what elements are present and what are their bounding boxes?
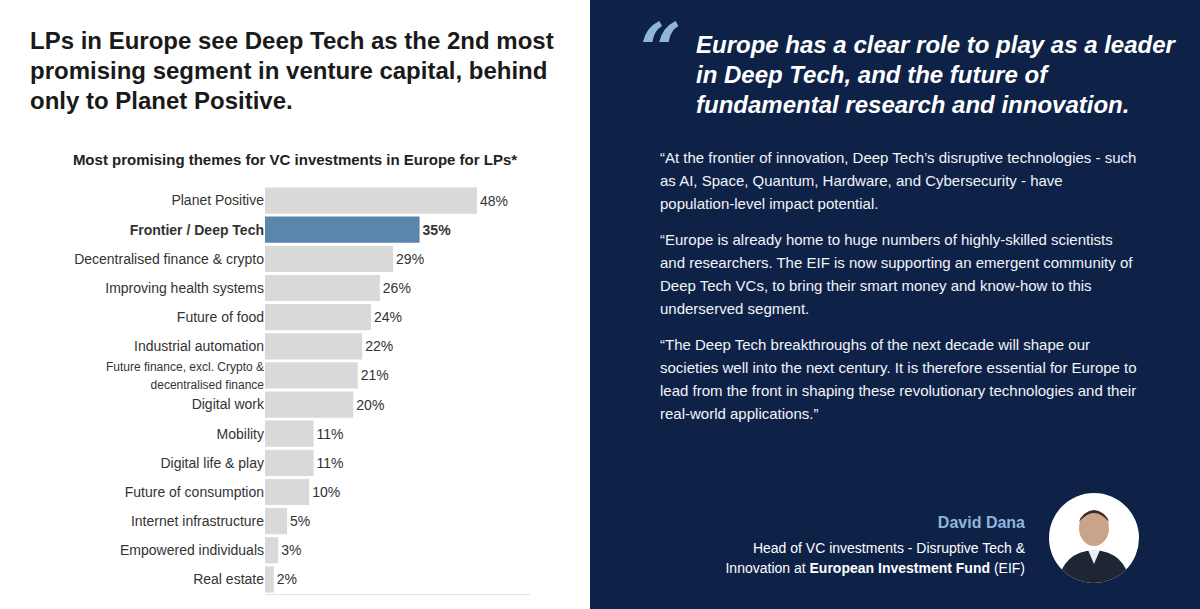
svg-text:Digital life & play: Digital life & play [161,455,265,471]
svg-text:48%: 48% [480,193,508,209]
svg-text:Real estate: Real estate [193,571,264,587]
svg-text:Mobility: Mobility [217,426,264,442]
html-text:“The Deep Tech breakthroughs o: “The Deep Tech breakthroughs of the next… [660,336,1137,422]
html-text:“At the frontier of innovation: “At the frontier of innovation, Deep Tec… [660,149,1137,212]
svg-text:11%: 11% [317,426,344,442]
html-text:David Dana: David Dana [937,514,1025,531]
svg-text:Most promising themes for VC i: Most promising themes for VC investments… [73,151,517,168]
svg-text:Improving health systems: Improving health systems [105,280,264,296]
svg-text:22%: 22% [365,338,393,354]
svg-text:2%: 2% [277,571,297,587]
svg-text:24%: 24% [374,309,402,325]
svg-text:35%: 35% [423,222,452,238]
html-text:Head of VC investments - Disru: Head of VC investments - Disruptive Tech… [725,540,1025,576]
svg-text:10%: 10% [312,484,340,500]
svg-text:Planet Positive: Planet Positive [171,192,264,208]
svg-text:Empowered individuals: Empowered individuals [120,542,264,558]
svg-text:11%: 11% [317,455,344,471]
html-text:“Europe is already home to hug: “Europe is already home to huge numbers … [660,231,1133,317]
html-text:Europe has a clear role to pla: Europe has a clear role to play as a lea… [696,31,1175,118]
svg-text:Industrial automation: Industrial automation [134,338,264,354]
svg-text:Frontier / Deep Tech: Frontier / Deep Tech [130,222,264,238]
svg-text:29%: 29% [396,251,424,267]
svg-text:Digital work: Digital work [192,396,265,412]
svg-text:Future of consumption: Future of consumption [125,484,264,500]
svg-text:21%: 21% [361,367,389,383]
svg-text:Decentralised finance & crypto: Decentralised finance & crypto [74,251,264,267]
svg-text:26%: 26% [383,280,411,296]
svg-text:Future finance, excl. Crypto &: Future finance, excl. Crypto &decentrali… [106,360,264,392]
svg-text:20%: 20% [356,397,384,413]
svg-text:3%: 3% [281,542,301,558]
html-text:LPs in Europe see Deep Tech as: LPs in Europe see Deep Tech as the 2nd m… [30,27,554,114]
svg-text:Future of food: Future of food [177,309,264,325]
svg-text:5%: 5% [290,513,310,529]
svg-text:Internet infrastructure: Internet infrastructure [131,513,264,529]
